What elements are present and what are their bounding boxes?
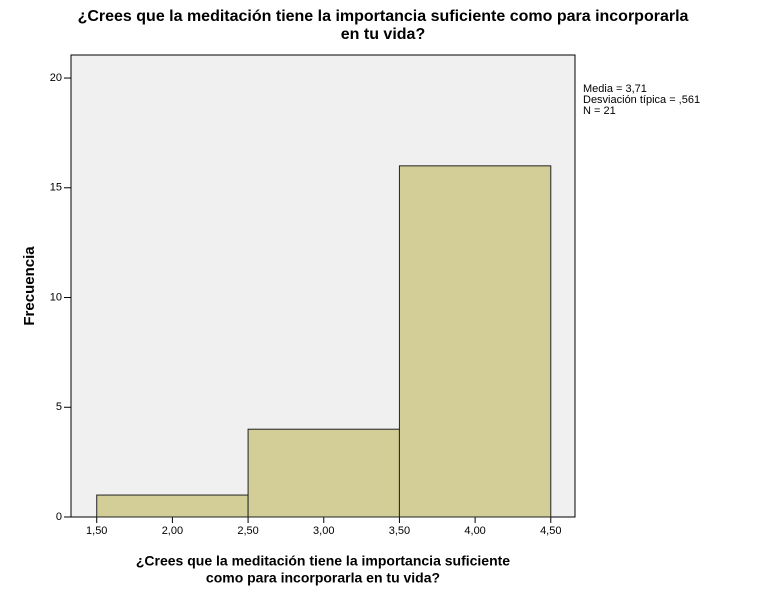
x-tick-label: 3,50 (389, 525, 410, 537)
stats-annotation: N = 21 (583, 105, 616, 117)
x-axis-label: como para incorporarla en tu vida? (206, 570, 440, 586)
stats-annotation: Desviación típica = ,561 (583, 94, 700, 106)
x-tick-label: 3,00 (313, 525, 334, 537)
chart-title: ¿Crees que la meditación tiene la import… (78, 8, 689, 25)
y-tick-label: 0 (56, 511, 62, 523)
x-tick-label: 4,50 (540, 525, 561, 537)
y-tick-label: 20 (50, 72, 62, 84)
y-tick-label: 10 (50, 291, 62, 303)
x-tick-label: 2,50 (237, 525, 258, 537)
chart-title: en tu vida? (341, 26, 425, 43)
y-axis-label: Frecuencia (21, 246, 38, 326)
x-tick-label: 2,00 (162, 525, 183, 537)
x-axis-label: ¿Crees que la meditación tiene la import… (136, 553, 510, 569)
y-tick-label: 15 (50, 182, 62, 194)
bar (398, 165, 552, 518)
stats-annotation: Media = 3,71 (583, 83, 647, 95)
y-tick-label: 5 (56, 401, 62, 413)
x-tick-label: 4,00 (464, 525, 485, 537)
bar (247, 428, 400, 518)
bar (96, 494, 249, 518)
x-tick-label: 1,50 (86, 525, 107, 537)
